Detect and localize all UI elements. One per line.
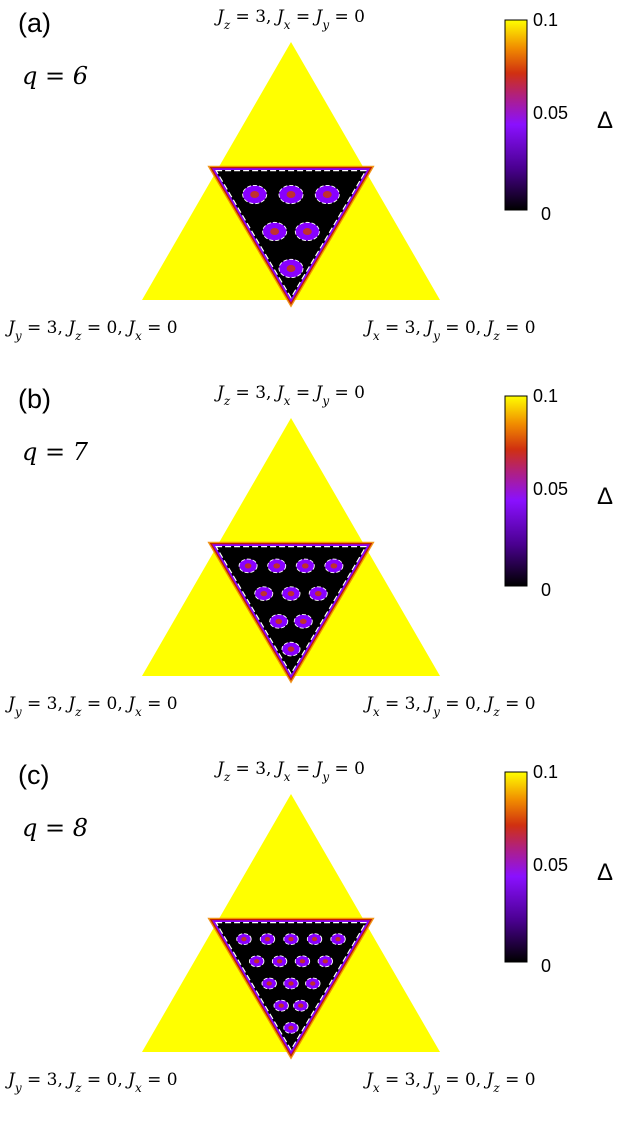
top-vertex-label: Jz = 3, Jx = Jy = 0	[214, 383, 365, 408]
colorbar	[504, 771, 528, 963]
gap-pocket	[278, 184, 304, 205]
phase-region-gapless	[215, 546, 367, 675]
gap-pocket	[294, 221, 320, 242]
boundary-contour	[215, 170, 367, 299]
colorbar-tick-label: 0.1	[533, 762, 558, 782]
gap-pocket	[283, 977, 299, 990]
colorbar-tick-label: 0	[541, 204, 551, 224]
gap-pocket	[238, 558, 258, 574]
colorbar-label: Δ	[597, 107, 613, 134]
heatmap-svg: (a) q = 6 Jz = 3, Jx = Jy = 0 Jy = 3, Jz = …	[5, 7, 613, 343]
gap-pocket	[281, 641, 301, 657]
colorbar-tick-label: 0.05	[533, 479, 568, 499]
gap-pocket	[324, 558, 344, 574]
gap-pocket	[259, 933, 276, 946]
colorbar-tick-label: 0.05	[533, 855, 568, 875]
gap-pocket	[306, 933, 323, 946]
right-vertex-label: Jx = 3, Jy = 0, Jz = 0	[363, 1070, 536, 1095]
left-vertex-label: Jy = 3, Jz = 0, Jx = 0	[5, 1070, 178, 1095]
gap-pocket	[295, 558, 315, 574]
gap-pocket	[273, 999, 289, 1012]
gap-pocket	[283, 933, 299, 946]
colorbar	[504, 395, 528, 587]
boundary-contour	[215, 546, 367, 675]
panel-a: (a) q = 6 Jz = 3, Jx = Jy = 0 Jy = 3, Jz = …	[0, 0, 622, 370]
heatmap-svg: (c) q = 8 Jz = 3, Jx = Jy = 0 Jy = 3, Jz = …	[5, 759, 613, 1095]
right-vertex-label: Jx = 3, Jy = 0, Jz = 0	[363, 694, 536, 719]
gap-pocket	[314, 184, 340, 205]
boundary-contour	[215, 922, 367, 1051]
colorbar	[504, 19, 528, 211]
gap-pocket	[267, 558, 287, 574]
gap-pocket	[262, 221, 288, 242]
panel-b: (b) q = 7 Jz = 3, Jx = Jy = 0 Jy = 3, Jz = …	[0, 376, 622, 746]
gap-pocket	[330, 933, 346, 946]
colorbar-tick-label: 0.1	[533, 10, 558, 30]
top-vertex-label: Jz = 3, Jx = Jy = 0	[214, 759, 365, 784]
right-vertex-label: Jx = 3, Jy = 0, Jz = 0	[363, 318, 536, 343]
q-label: q = 6	[22, 62, 88, 90]
colorbar-tick-label: 0.1	[533, 386, 558, 406]
left-vertex-label: Jy = 3, Jz = 0, Jx = 0	[5, 694, 178, 719]
panel-c: (c) q = 8 Jz = 3, Jx = Jy = 0 Jy = 3, Jz = …	[0, 752, 622, 1122]
colorbar-tick-label: 0.05	[533, 103, 568, 123]
gap-pocket	[283, 1021, 299, 1034]
top-vertex-label: Jz = 3, Jx = Jy = 0	[214, 7, 365, 32]
q-label: q = 8	[22, 814, 88, 842]
gap-pocket	[293, 999, 309, 1012]
panel-label: (a)	[18, 8, 51, 38]
panel-label: (c)	[18, 760, 49, 790]
q-label: q = 7	[22, 438, 89, 466]
gap-pocket	[271, 955, 288, 968]
gap-pocket	[293, 614, 313, 629]
colorbar-label: Δ	[597, 859, 613, 886]
gap-pocket	[236, 933, 252, 946]
gap-pocket	[305, 977, 321, 990]
gap-pocket	[308, 586, 328, 601]
heatmap-svg: (b) q = 7 Jz = 3, Jx = Jy = 0 Jy = 3, Jz = …	[5, 383, 613, 719]
colorbar-tick-label: 0	[541, 956, 551, 976]
gap-pocket	[254, 586, 274, 601]
gap-pocket	[278, 258, 304, 279]
gap-pocket	[281, 586, 301, 601]
gap-pocket	[294, 955, 311, 968]
left-vertex-label: Jy = 3, Jz = 0, Jx = 0	[5, 318, 178, 343]
colorbar-tick-label: 0	[541, 580, 551, 600]
gap-pocket	[249, 955, 265, 968]
gap-pocket	[261, 977, 277, 990]
gap-pocket	[269, 614, 289, 629]
gap-pocket	[317, 955, 333, 968]
panel-label: (b)	[18, 384, 51, 414]
gap-pocket	[242, 184, 268, 205]
colorbar-label: Δ	[597, 483, 613, 510]
